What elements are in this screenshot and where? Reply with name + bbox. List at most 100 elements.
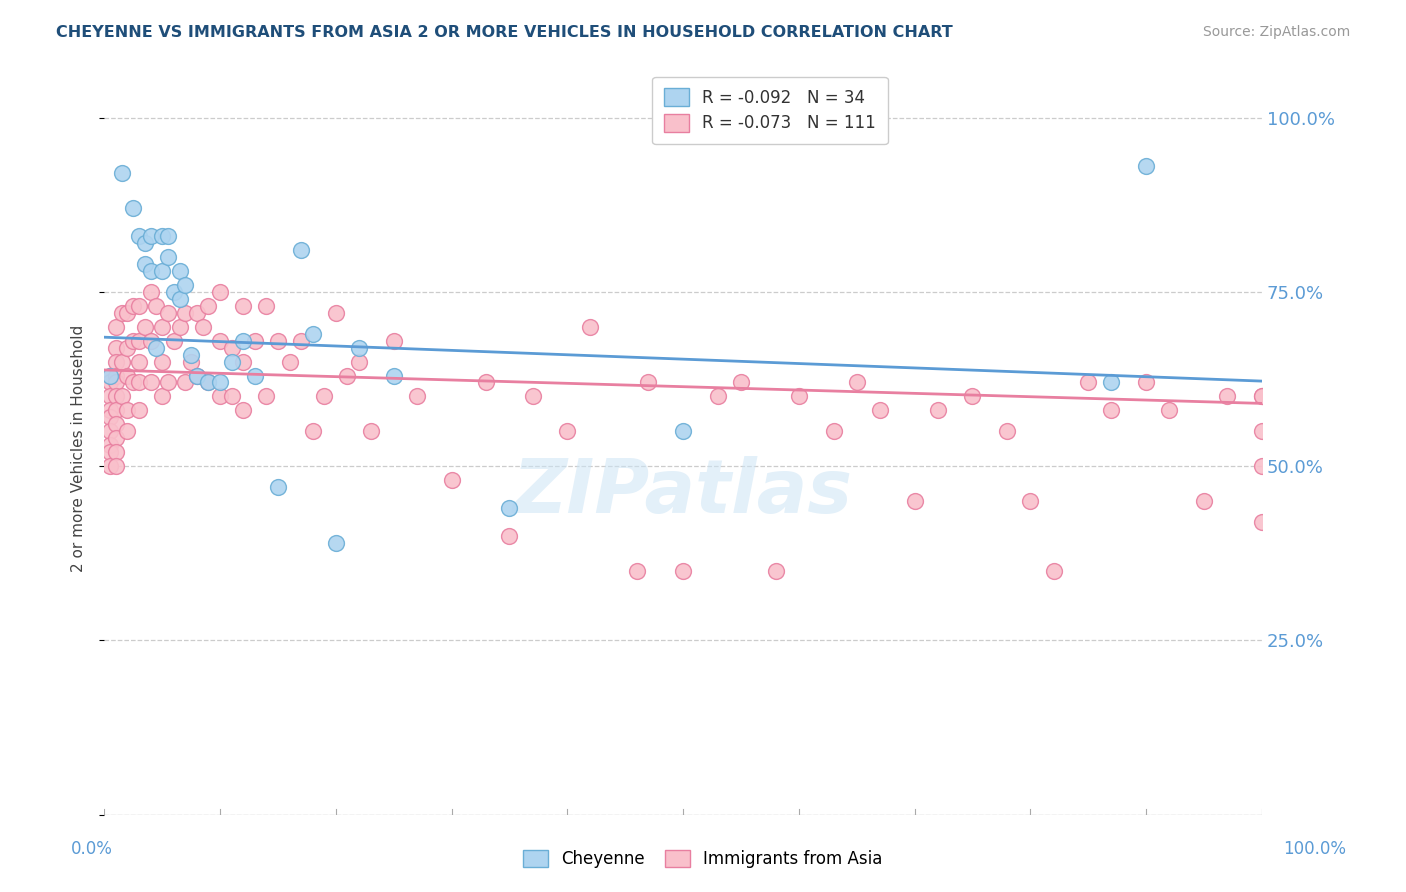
Point <box>180 348 202 362</box>
Point <box>1192 494 1215 508</box>
Y-axis label: 2 or more Vehicles in Household: 2 or more Vehicles in Household <box>72 325 86 573</box>
Point <box>1099 376 1122 390</box>
Point <box>163 334 186 348</box>
Point <box>150 229 173 244</box>
Point <box>221 341 243 355</box>
Point <box>347 341 370 355</box>
Point <box>232 354 254 368</box>
Point <box>111 389 134 403</box>
Point <box>221 354 243 368</box>
Point <box>869 403 891 417</box>
Point <box>232 334 254 348</box>
Point <box>139 285 162 299</box>
Point <box>325 306 347 320</box>
Point <box>579 319 602 334</box>
Point <box>1042 564 1064 578</box>
Point <box>150 264 173 278</box>
Point <box>186 306 208 320</box>
Point <box>823 424 845 438</box>
Point <box>156 250 179 264</box>
Point <box>122 201 145 215</box>
Point <box>156 376 179 390</box>
Point <box>98 445 121 459</box>
Point <box>626 564 648 578</box>
Text: CHEYENNE VS IMMIGRANTS FROM ASIA 2 OR MORE VEHICLES IN HOUSEHOLD CORRELATION CHA: CHEYENNE VS IMMIGRANTS FROM ASIA 2 OR MO… <box>56 25 953 40</box>
Point <box>156 306 179 320</box>
Point <box>290 334 312 348</box>
Point <box>314 389 336 403</box>
Point <box>128 376 150 390</box>
Point <box>962 389 984 403</box>
Point <box>522 389 544 403</box>
Point <box>904 494 927 508</box>
Point <box>382 334 405 348</box>
Point <box>254 389 277 403</box>
Point <box>134 319 156 334</box>
Point <box>765 564 787 578</box>
Point <box>139 229 162 244</box>
Point <box>209 285 232 299</box>
Point <box>360 424 382 438</box>
Point <box>995 424 1018 438</box>
Point <box>1251 389 1274 403</box>
Point <box>672 424 695 438</box>
Point <box>382 368 405 383</box>
Point <box>243 334 266 348</box>
Point <box>134 236 156 251</box>
Point <box>104 403 127 417</box>
Point <box>134 257 156 271</box>
Point <box>557 424 579 438</box>
Point <box>128 334 150 348</box>
Point <box>221 389 243 403</box>
Point <box>98 368 121 383</box>
Point <box>163 285 186 299</box>
Point <box>117 424 139 438</box>
Point <box>707 389 730 403</box>
Point <box>498 500 520 515</box>
Point <box>209 376 232 390</box>
Point <box>150 319 173 334</box>
Point <box>927 403 949 417</box>
Point <box>111 354 134 368</box>
Point <box>104 341 127 355</box>
Point <box>197 299 219 313</box>
Point <box>1159 403 1181 417</box>
Point <box>475 376 498 390</box>
Point <box>787 389 810 403</box>
Point <box>98 368 121 383</box>
Point <box>104 431 127 445</box>
Point <box>1251 515 1274 529</box>
Point <box>98 389 121 403</box>
Point <box>117 306 139 320</box>
Point <box>104 368 127 383</box>
Point <box>122 376 145 390</box>
Point <box>174 376 197 390</box>
Point <box>1216 389 1239 403</box>
Point <box>254 299 277 313</box>
Point <box>111 306 134 320</box>
Point <box>1019 494 1042 508</box>
Point <box>122 334 145 348</box>
Point <box>117 368 139 383</box>
Point <box>98 459 121 474</box>
Text: 100.0%: 100.0% <box>1284 840 1346 858</box>
Point <box>104 376 127 390</box>
Point <box>845 376 868 390</box>
Point <box>301 424 323 438</box>
Point <box>191 319 214 334</box>
Text: ZIPatlas: ZIPatlas <box>513 456 853 529</box>
Point <box>145 341 167 355</box>
Point <box>111 166 134 180</box>
Point <box>637 376 659 390</box>
Legend: Cheyenne, Immigrants from Asia: Cheyenne, Immigrants from Asia <box>516 843 890 875</box>
Point <box>122 299 145 313</box>
Point <box>139 376 162 390</box>
Point <box>169 319 191 334</box>
Point <box>1135 160 1157 174</box>
Point <box>1099 403 1122 417</box>
Point <box>440 473 463 487</box>
Point <box>128 354 150 368</box>
Point <box>169 292 191 306</box>
Point <box>128 403 150 417</box>
Point <box>672 564 695 578</box>
